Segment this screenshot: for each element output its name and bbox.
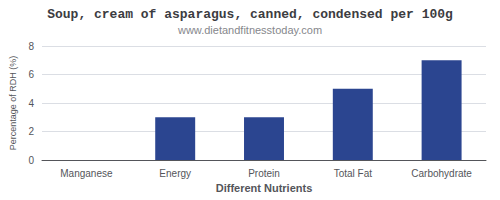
- svg-text:0: 0: [28, 155, 34, 166]
- svg-text:6: 6: [28, 69, 34, 80]
- svg-text:Total Fat: Total Fat: [334, 168, 373, 179]
- svg-text:Different Nutrients: Different Nutrients: [216, 182, 313, 194]
- svg-text:4: 4: [28, 98, 34, 109]
- svg-text:2: 2: [28, 126, 34, 137]
- svg-text:Energy: Energy: [159, 168, 191, 179]
- svg-text:Carbohydrate: Carbohydrate: [411, 168, 472, 179]
- svg-text:www.dietandfitnesstoday.com: www.dietandfitnesstoday.com: [177, 24, 322, 36]
- svg-text:Percentage of RDH (%): Percentage of RDH (%): [8, 56, 18, 151]
- svg-text:Protein: Protein: [248, 168, 280, 179]
- svg-text:8: 8: [28, 41, 34, 52]
- svg-text:Soup, cream of asparagus, cann: Soup, cream of asparagus, canned, conden…: [47, 7, 453, 22]
- svg-text:Manganese: Manganese: [60, 168, 113, 179]
